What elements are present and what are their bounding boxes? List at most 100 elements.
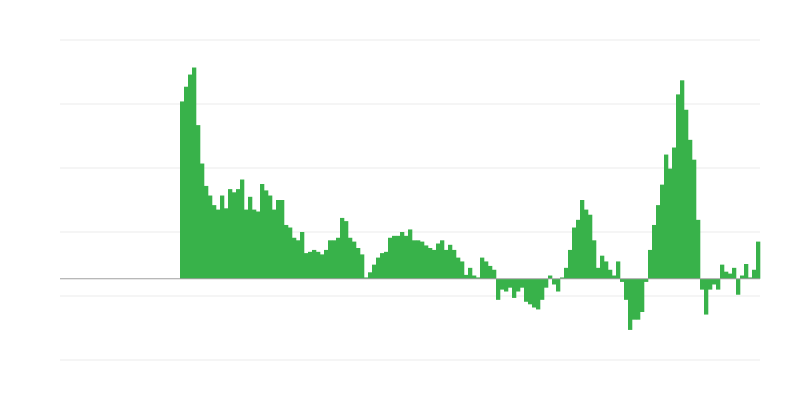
bar (272, 209, 277, 279)
bar (336, 237, 341, 279)
bar (348, 237, 353, 279)
bar (360, 254, 365, 279)
bar (312, 249, 317, 279)
bar (644, 278, 649, 282)
bar (300, 232, 305, 279)
bar (532, 278, 537, 308)
bar (352, 241, 357, 279)
bar (692, 159, 697, 279)
bar (420, 241, 425, 279)
bar (192, 67, 197, 279)
bar (632, 278, 637, 320)
bar (680, 80, 685, 279)
bar (584, 209, 589, 279)
bar (216, 209, 221, 279)
bar (384, 251, 389, 279)
bar (296, 240, 301, 279)
bar (688, 139, 693, 279)
bar (412, 240, 417, 279)
bar (188, 74, 193, 279)
bar (472, 275, 477, 279)
bar (320, 254, 325, 279)
bar (208, 195, 213, 279)
bar (196, 125, 201, 279)
bar (512, 278, 517, 298)
bar (704, 278, 709, 315)
bar (588, 214, 593, 279)
bar (256, 211, 261, 279)
bar (700, 278, 705, 290)
bar (648, 249, 653, 279)
bar (404, 235, 409, 279)
bar (388, 237, 393, 279)
bar (400, 232, 405, 279)
bar (672, 147, 677, 279)
bar (568, 249, 573, 279)
bar (236, 189, 241, 279)
bar (308, 251, 313, 279)
bar (528, 278, 533, 305)
bar (464, 274, 469, 279)
bar (592, 240, 597, 279)
bar (408, 229, 413, 279)
bar (180, 101, 185, 279)
bar (260, 184, 265, 279)
bar (628, 278, 633, 330)
bar (752, 269, 757, 279)
bar (576, 219, 581, 279)
bar (328, 240, 333, 279)
bar (276, 200, 281, 279)
bar (212, 205, 217, 279)
bar (640, 278, 645, 312)
bar (728, 273, 733, 279)
bar (488, 265, 493, 279)
bar (440, 240, 445, 279)
bar (448, 244, 453, 279)
bar (344, 221, 349, 279)
bar (600, 255, 605, 279)
bar (264, 190, 269, 279)
bar (712, 278, 717, 285)
bar (544, 278, 549, 288)
bar (436, 243, 441, 279)
bar (516, 278, 521, 292)
bar (540, 278, 545, 300)
bar (372, 264, 377, 279)
bar (696, 219, 701, 279)
bar (284, 224, 289, 279)
bar (756, 241, 761, 279)
bar (416, 240, 421, 279)
bar (288, 227, 293, 279)
bar (608, 269, 613, 279)
bar (536, 278, 541, 310)
bar (556, 278, 561, 292)
bar (596, 267, 601, 279)
bar (332, 240, 337, 279)
bar (304, 253, 309, 279)
bar (580, 200, 585, 279)
bar (748, 277, 753, 279)
bar (220, 195, 225, 279)
bar (736, 278, 741, 295)
bar (656, 205, 661, 279)
bar (496, 278, 501, 300)
bar (492, 269, 497, 279)
bar (428, 248, 433, 279)
bar (572, 227, 577, 279)
bar (560, 277, 565, 279)
bar (724, 271, 729, 279)
bar (732, 267, 737, 279)
bar (468, 267, 473, 279)
gridlines (60, 39, 760, 361)
bar (396, 235, 401, 279)
bar (340, 217, 345, 279)
bar (424, 245, 429, 279)
bar (224, 208, 229, 279)
bar (480, 257, 485, 279)
bar (204, 185, 209, 279)
bar (432, 249, 437, 279)
bar (268, 195, 273, 279)
bar (476, 277, 481, 279)
bar (228, 189, 233, 279)
